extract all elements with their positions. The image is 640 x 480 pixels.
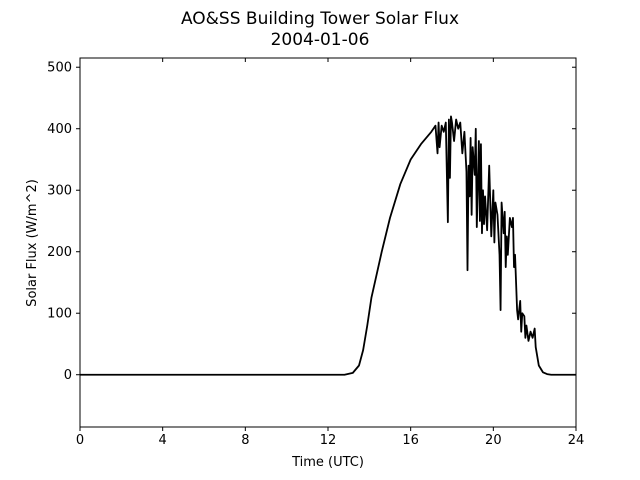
y-tick-label: 0 (64, 368, 72, 383)
y-tick-label: 100 (47, 307, 72, 322)
y-tick-label: 200 (47, 245, 72, 260)
chart-title: AO&SS Building Tower Solar Flux (181, 9, 459, 29)
x-tick-label: 0 (76, 433, 84, 448)
x-axis: 0 4 8 12 16 20 24 (76, 58, 584, 448)
x-tick-label: 24 (568, 433, 585, 448)
x-axis-label: Time (UTC) (291, 455, 364, 470)
x-tick-label: 20 (485, 433, 502, 448)
y-axis-label: Solar Flux (W/m^2) (25, 179, 40, 307)
y-tick-label: 500 (47, 61, 72, 76)
plot-area (80, 115, 576, 376)
x-tick-label: 4 (159, 433, 167, 448)
x-tick-label: 8 (241, 433, 249, 448)
y-tick-label: 300 (47, 184, 72, 199)
x-tick-label: 16 (402, 433, 419, 448)
y-axis: 0 100 200 300 400 500 (47, 61, 576, 383)
x-tick-label: 12 (320, 433, 337, 448)
chart-subtitle: 2004-01-06 (271, 30, 370, 50)
y-tick-label: 400 (47, 122, 72, 137)
solar-flux-line (80, 115, 576, 376)
